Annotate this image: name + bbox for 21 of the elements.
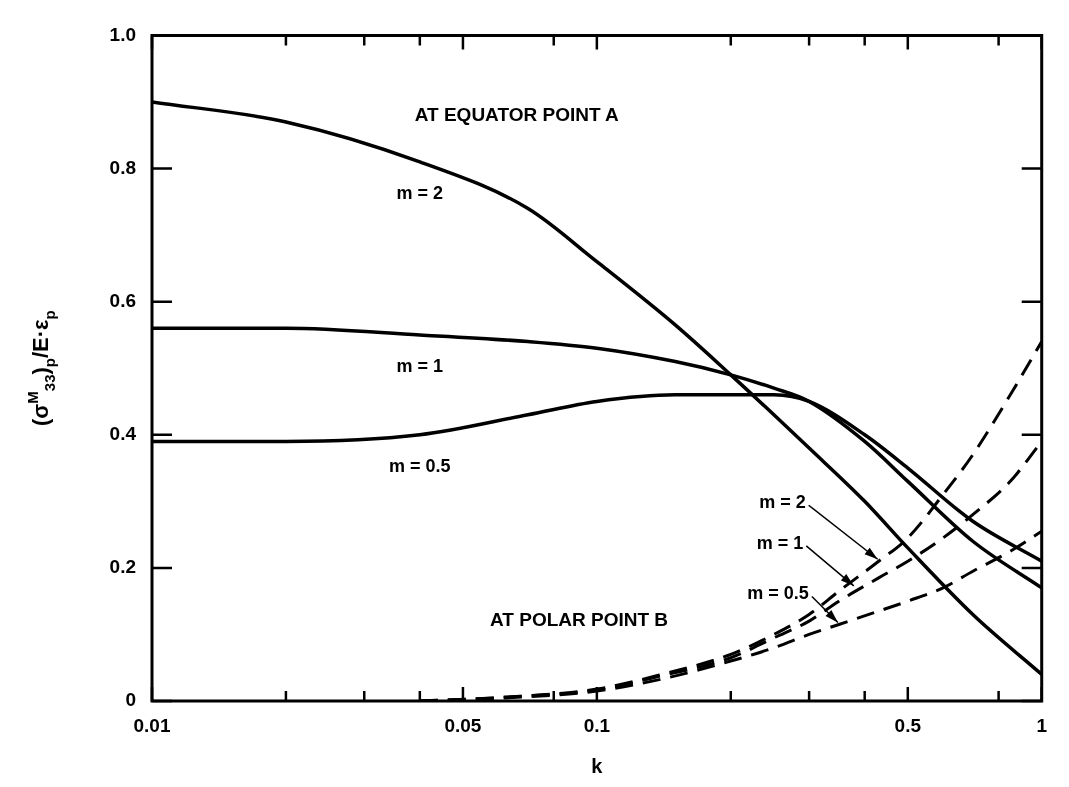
y-tick-label: 1.0 — [109, 23, 136, 45]
y-axis-title: (σM33)p/E·εp — [24, 310, 58, 427]
x-tick-label: 0.5 — [894, 714, 922, 736]
annotation: AT POLAR POINT B — [490, 609, 669, 631]
x-axis-title: k — [591, 755, 604, 777]
y-tick-label: 0.8 — [109, 156, 136, 178]
series-label: m = 2 — [396, 182, 444, 203]
y-tick-label: 0.6 — [109, 289, 136, 311]
series-label: m = 0.5 — [389, 455, 451, 476]
series-label: m = 1 — [396, 355, 444, 376]
y-tick-label: 0.4 — [109, 422, 137, 444]
annotation: m = 0.5 — [747, 583, 809, 604]
y-tick-label: 0.2 — [109, 556, 136, 578]
x-tick-label: 0.01 — [133, 714, 171, 736]
x-tick-label: 0.1 — [583, 714, 611, 736]
x-tick-label: 0.05 — [444, 714, 482, 736]
annotation: m = 2 — [759, 492, 806, 513]
annotation: m = 1 — [756, 532, 804, 553]
x-tick-label: 1 — [1036, 714, 1048, 736]
annotation: AT EQUATOR POINT A — [414, 103, 620, 125]
y-tick-label: 0 — [125, 689, 136, 711]
